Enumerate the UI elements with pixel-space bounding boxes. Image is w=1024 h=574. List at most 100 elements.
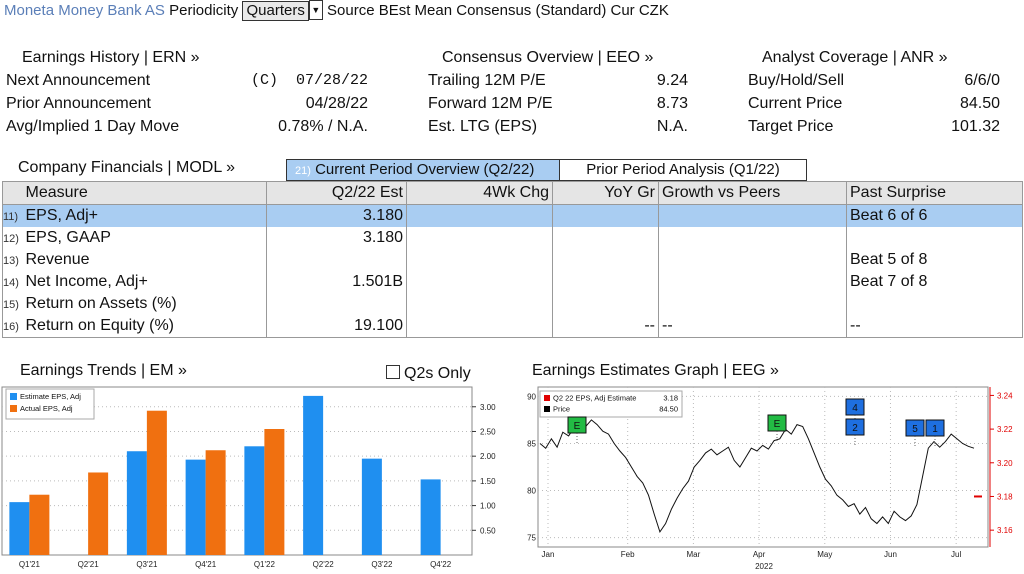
measure-cell[interactable]: EPS, GAAP xyxy=(22,227,267,249)
periodicity-select[interactable]: Quarters xyxy=(242,1,309,21)
yoy-cell xyxy=(552,249,659,271)
chg-cell xyxy=(406,315,553,338)
surprise-cell: Beat 7 of 8 xyxy=(846,271,1023,293)
x-tick-label: Mar xyxy=(686,550,700,559)
prior-announcement-value: 04/28/22 xyxy=(305,95,368,112)
trailing-pe-label: Trailing 12M P/E xyxy=(428,72,546,89)
measure-cell[interactable]: Return on Assets (%) xyxy=(22,293,267,315)
current-price-row: Current Price 84.50 xyxy=(748,92,1000,115)
bar-actual xyxy=(29,494,50,555)
event-marker-label: 4 xyxy=(852,403,858,414)
x-year-label: 2022 xyxy=(755,562,773,571)
prior-announcement-label: Prior Announcement xyxy=(6,95,151,112)
security-header: Moneta Money Bank AS Periodicity Quarter… xyxy=(0,0,1024,22)
surprise-cell xyxy=(846,227,1023,249)
peers-cell xyxy=(658,271,847,293)
checkbox-icon[interactable] xyxy=(386,365,400,379)
x-tick-label: Jul xyxy=(951,550,961,559)
legend-swatch xyxy=(544,395,550,401)
row-number-header xyxy=(2,181,23,205)
legend-swatch xyxy=(544,406,550,412)
forward-pe-row: Forward 12M P/E 8.73 xyxy=(428,92,688,115)
right-y-tick-label: 3.16 xyxy=(997,526,1013,535)
table-row[interactable]: 15) Return on Assets (%) xyxy=(2,293,1023,315)
q2s-only-checkbox[interactable]: Q2s Only xyxy=(386,365,471,383)
column-header-estimate[interactable]: Q2/22 Est xyxy=(266,181,407,205)
measure-cell[interactable]: Return on Equity (%) xyxy=(22,315,267,338)
bar-estimate xyxy=(244,446,265,555)
x-tick-label: Q2'21 xyxy=(78,560,100,569)
x-tick-label: Feb xyxy=(621,550,635,559)
trailing-pe-row: Trailing 12M P/E 9.24 xyxy=(428,69,688,92)
yoy-cell: -- xyxy=(552,315,659,338)
implied-move-row: Avg/Implied 1 Day Move 0.78% / N.A. xyxy=(6,115,368,138)
table-row[interactable]: 11) EPS, Adj+ 3.180 Beat 6 of 6 xyxy=(2,204,1023,227)
table-row[interactable]: 13) Revenue Beat 5 of 8 xyxy=(2,249,1023,271)
peers-cell xyxy=(658,227,847,249)
y-tick-label: 2.50 xyxy=(480,427,496,436)
surprise-cell xyxy=(846,293,1023,315)
column-header-growth-vs-peers[interactable]: Growth vs Peers xyxy=(658,181,847,205)
column-header-4wk-chg[interactable]: 4Wk Chg xyxy=(406,181,553,205)
measure-cell[interactable]: EPS, Adj+ xyxy=(22,204,267,227)
legend-swatch xyxy=(10,393,17,400)
bar-actual xyxy=(205,450,226,555)
bar-estimate xyxy=(420,479,441,555)
tab-prior-label: Prior Period Analysis (Q1/22) xyxy=(586,161,780,178)
financials-table: Measure Q2/22 Est 4Wk Chg YoY Gr Growth … xyxy=(2,181,1023,338)
analyst-coverage-header[interactable]: Analyst Coverage | ANR » xyxy=(762,49,948,66)
y-tick-label: 1.50 xyxy=(480,477,496,486)
earnings-history-header[interactable]: Earnings History | ERN » xyxy=(22,49,200,66)
column-header-yoy-gr[interactable]: YoY Gr xyxy=(552,181,659,205)
peers-cell xyxy=(658,293,847,315)
chg-cell xyxy=(406,249,553,271)
earnings-trends-chart: 3.00 2.50 2.00 1.50 1.00 0.50 Q1'21 Q2'21 Q3'21 Q… xyxy=(1,386,496,569)
legend-value: 3.18 xyxy=(663,394,678,403)
target-price-label: Target Price xyxy=(748,118,834,135)
consensus-overview-header[interactable]: Consensus Overview | EEO » xyxy=(442,49,654,66)
left-y-tick-label: 90 xyxy=(527,392,536,401)
x-tick-label: Q4'21 xyxy=(195,560,217,569)
row-number: 16) xyxy=(3,321,19,333)
bar-estimate xyxy=(126,451,147,555)
tab-current-label: Current Period Overview (Q2/22) xyxy=(315,161,535,178)
chg-cell xyxy=(406,204,553,227)
table-row[interactable]: 16) Return on Equity (%) 19.100 -- -- -- xyxy=(2,315,1023,338)
next-announcement-row: Next Announcement (C) 07/28/22 xyxy=(6,69,368,92)
legend-value: 84.50 xyxy=(659,405,678,414)
column-header-past-surprise[interactable]: Past Surprise xyxy=(846,181,1023,205)
x-tick-label: May xyxy=(817,550,832,559)
bar-actual xyxy=(146,410,167,555)
legend-box xyxy=(539,390,683,418)
earnings-estimates-header[interactable]: Earnings Estimates Graph | EEG » xyxy=(532,362,779,379)
chg-cell xyxy=(406,293,553,315)
earnings-trends-header[interactable]: Earnings Trends | EM » xyxy=(20,362,187,379)
ltg-row: Est. LTG (EPS) N.A. xyxy=(428,115,688,138)
yoy-cell xyxy=(552,227,659,249)
x-tick-label: Apr xyxy=(753,550,766,559)
left-y-tick-label: 80 xyxy=(527,487,536,496)
y-tick-label: 1.00 xyxy=(480,502,496,511)
legend-swatch xyxy=(10,405,17,412)
row-number: 15) xyxy=(3,299,19,311)
surprise-cell: Beat 6 of 6 xyxy=(846,204,1023,227)
company-name[interactable]: Moneta Money Bank AS xyxy=(4,2,165,19)
measure-cell[interactable]: Net Income, Adj+ xyxy=(22,271,267,293)
estimate-cell: 3.180 xyxy=(266,204,407,227)
event-marker-label: E xyxy=(574,421,581,432)
x-tick-label: Q1'22 xyxy=(254,560,276,569)
column-header-measure[interactable]: Measure xyxy=(22,181,267,205)
target-price-value: 101.32 xyxy=(951,118,1000,135)
chevron-down-icon[interactable]: ▼ xyxy=(308,0,323,20)
earnings-estimates-chart: Jan Feb Mar Apr May Jun Jul 2022 90 85 80 75 3.24 3.2… xyxy=(527,386,1013,571)
trailing-pe-value: 9.24 xyxy=(656,72,688,89)
ltg-value: N.A. xyxy=(656,118,688,135)
table-row[interactable]: 14) Net Income, Adj+ 1.501B Beat 7 of 8 xyxy=(2,271,1023,293)
tab-current-period[interactable]: 21) Current Period Overview (Q2/22) xyxy=(286,159,560,181)
row-number: 14) xyxy=(3,277,19,289)
company-financials-header[interactable]: Company Financials | MODL » xyxy=(18,159,235,176)
surprise-cell: -- xyxy=(846,315,1023,338)
table-row[interactable]: 12) EPS, GAAP 3.180 xyxy=(2,227,1023,249)
measure-cell[interactable]: Revenue xyxy=(22,249,267,271)
tab-prior-period[interactable]: Prior Period Analysis (Q1/22) xyxy=(559,159,807,181)
